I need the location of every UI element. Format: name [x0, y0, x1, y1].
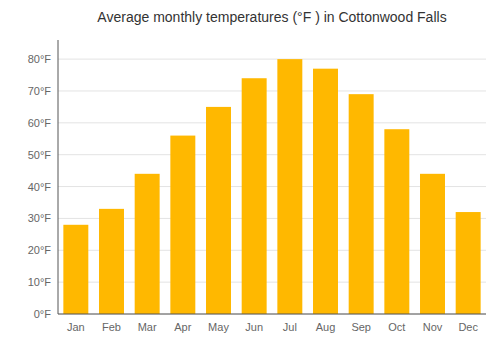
y-tick-label: 20°F	[28, 244, 52, 256]
grid	[58, 59, 486, 314]
x-tick-label: Jul	[283, 321, 297, 333]
y-axis: 0°F 10°F 20°F 30°F 40°F 50°F 60°F 70°F 80°F	[28, 53, 52, 320]
x-tick-label: Oct	[388, 321, 405, 333]
chart-container: Average monthly temperatures (°F ) in Co…	[0, 0, 500, 350]
bar	[277, 59, 302, 314]
bar	[456, 212, 481, 314]
chart-title: Average monthly temperatures (°F ) in Co…	[97, 9, 446, 25]
y-tick-label: 40°F	[28, 181, 52, 193]
x-tick-label: Jan	[67, 321, 85, 333]
grid-line	[58, 122, 486, 123]
grid-line	[58, 314, 486, 315]
y-tick-label: 30°F	[28, 212, 52, 224]
x-tick-label: Aug	[316, 321, 336, 333]
grid-line	[58, 154, 486, 155]
x-tick-label: Apr	[174, 321, 191, 333]
x-tick-label: Feb	[102, 321, 121, 333]
x-tick-label: Mar	[138, 321, 157, 333]
bar	[384, 129, 409, 314]
bar	[135, 174, 160, 314]
grid-line	[58, 59, 486, 60]
y-tick-label: 60°F	[28, 117, 52, 129]
bar	[170, 136, 195, 314]
y-tick-label: 70°F	[28, 85, 52, 97]
y-tick-label: 0°F	[34, 308, 52, 320]
x-tick-label: Sep	[351, 321, 371, 333]
x-axis: Jan Feb Mar Apr May Jun Jul Aug Sep Oct Nov Dec	[67, 321, 478, 333]
y-axis-line	[58, 40, 59, 314]
x-tick-label: May	[208, 321, 229, 333]
y-tick-label: 10°F	[28, 276, 52, 288]
chart-svg: Average monthly temperatures (°F ) in Co…	[0, 0, 500, 350]
x-tick-label: Dec	[458, 321, 478, 333]
bar	[313, 69, 338, 314]
bar	[99, 209, 124, 314]
bar	[349, 94, 374, 314]
bar	[420, 174, 445, 314]
bar	[63, 225, 88, 314]
bars	[63, 59, 480, 314]
bar	[206, 107, 231, 314]
y-tick-label: 50°F	[28, 149, 52, 161]
y-tick-label: 80°F	[28, 53, 52, 65]
x-tick-label: Nov	[423, 321, 443, 333]
x-tick-label: Jun	[245, 321, 263, 333]
x-axis-line	[58, 314, 486, 315]
bar	[242, 78, 267, 314]
grid-line	[58, 90, 486, 91]
